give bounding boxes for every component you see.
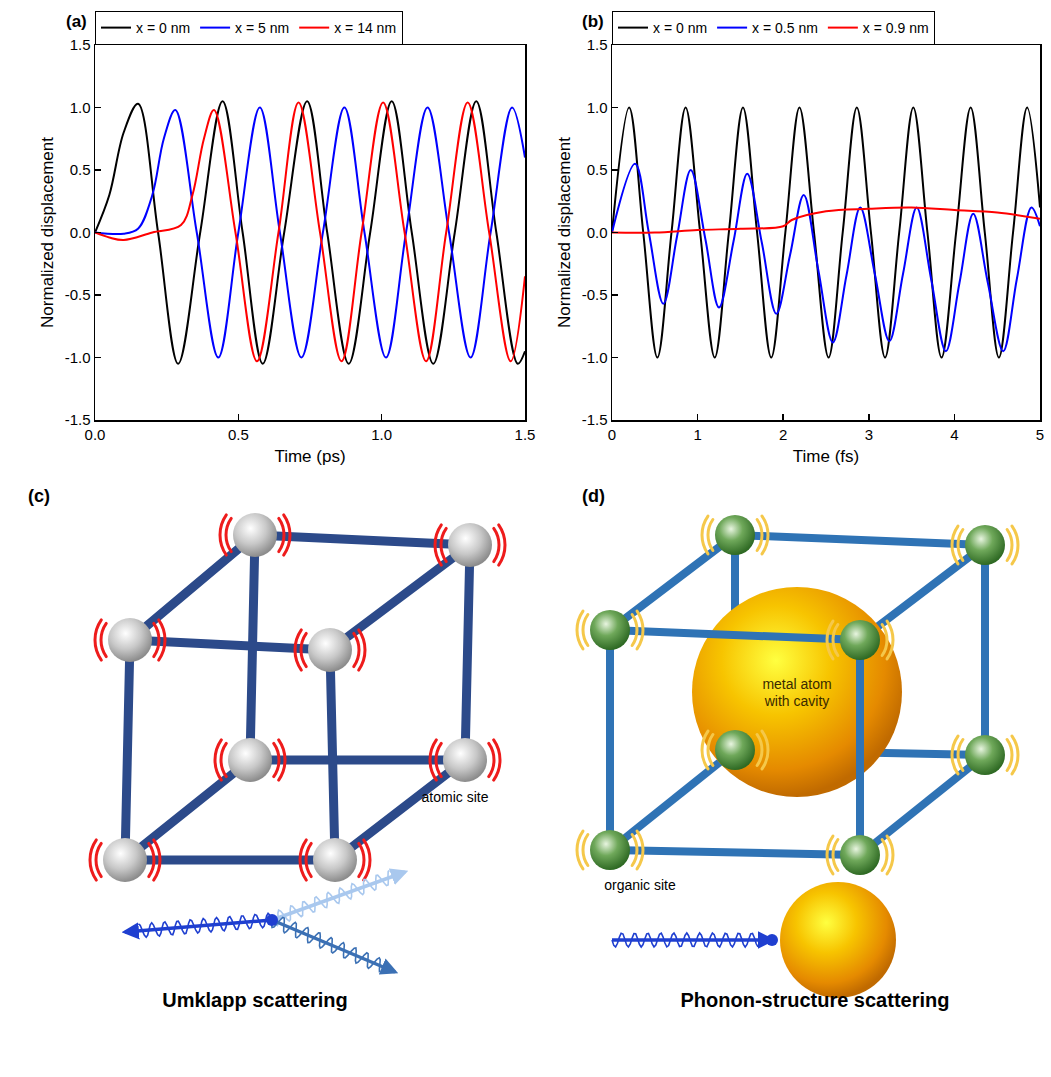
svg-text:Normalized displacement: Normalized displacement: [38, 137, 57, 328]
svg-text:1.0: 1.0: [587, 99, 608, 116]
svg-text:organic site: organic site: [604, 877, 676, 893]
svg-text:Normalized displacement: Normalized displacement: [555, 137, 574, 328]
svg-text:x = 5 nm: x = 5 nm: [235, 20, 289, 36]
svg-text:x = 0 nm: x = 0 nm: [653, 20, 707, 36]
svg-text:1.5: 1.5: [70, 36, 91, 53]
svg-text:(a): (a): [66, 12, 87, 31]
svg-text:1.0: 1.0: [371, 426, 392, 443]
svg-text:0: 0: [608, 426, 616, 443]
svg-text:with cavity: with cavity: [764, 693, 830, 709]
svg-text:-1.5: -1.5: [65, 411, 91, 428]
svg-text:3: 3: [865, 426, 873, 443]
svg-text:x = 0 nm: x = 0 nm: [136, 20, 190, 36]
svg-text:metal atom: metal atom: [762, 676, 831, 692]
svg-text:0.0: 0.0: [85, 426, 106, 443]
svg-text:x = 0.9 nm: x = 0.9 nm: [863, 20, 929, 36]
svg-text:(c): (c): [28, 486, 50, 506]
svg-text:2: 2: [779, 426, 787, 443]
svg-text:1: 1: [693, 426, 701, 443]
svg-text:5: 5: [1036, 426, 1044, 443]
svg-text:0.0: 0.0: [587, 224, 608, 241]
svg-text:atomic site: atomic site: [422, 789, 489, 805]
svg-text:0.0: 0.0: [70, 224, 91, 241]
svg-text:Time (ps): Time (ps): [274, 447, 345, 466]
svg-text:-1.0: -1.0: [65, 349, 91, 366]
svg-text:4: 4: [950, 426, 958, 443]
svg-text:1.5: 1.5: [587, 36, 608, 53]
svg-text:-1.5: -1.5: [582, 411, 608, 428]
svg-text:-0.5: -0.5: [582, 286, 608, 303]
svg-text:0.5: 0.5: [228, 426, 249, 443]
svg-text:x = 14 nm: x = 14 nm: [334, 20, 396, 36]
svg-text:0.5: 0.5: [587, 161, 608, 178]
svg-text:Phonon-structure scattering: Phonon-structure scattering: [681, 989, 950, 1011]
svg-text:-0.5: -0.5: [65, 286, 91, 303]
svg-text:1.0: 1.0: [70, 99, 91, 116]
svg-text:1.5: 1.5: [515, 426, 536, 443]
svg-text:(b): (b): [582, 12, 604, 31]
svg-text:x = 0.5 nm: x = 0.5 nm: [752, 20, 818, 36]
svg-text:Umklapp scattering: Umklapp scattering: [162, 989, 348, 1011]
svg-text:Time (fs): Time (fs): [793, 447, 859, 466]
svg-text:0.5: 0.5: [70, 161, 91, 178]
svg-text:-1.0: -1.0: [582, 349, 608, 366]
svg-text:(d): (d): [582, 486, 605, 506]
